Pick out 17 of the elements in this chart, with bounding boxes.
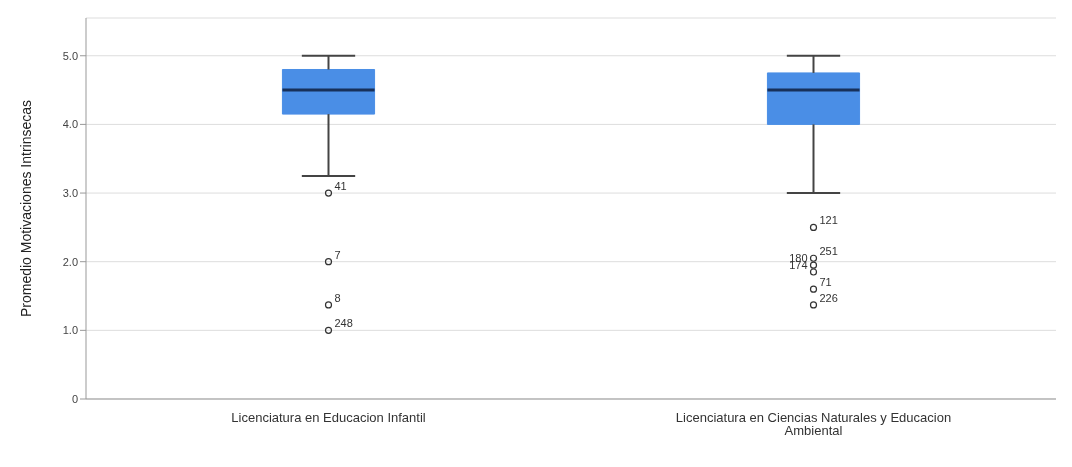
y-tick-label: 5.0 — [62, 49, 78, 62]
annotation: 121 — [819, 214, 838, 227]
y-tick-label: 4.0 — [62, 118, 78, 131]
annotation: 41 — [334, 179, 347, 192]
annotation: 251 — [819, 245, 838, 258]
y-tick-label: 3.0 — [62, 186, 78, 199]
annotation: 7 — [334, 248, 341, 261]
y-tick-label: 2.0 — [62, 255, 78, 268]
y-tick-label: 0 — [71, 392, 78, 405]
y-tick-label: 1.0 — [62, 324, 78, 337]
x-tick-label: Licenciatura en Ciencias Naturales y Educacion Ambiental — [675, 410, 952, 439]
annotation: 226 — [819, 291, 838, 304]
annotation: 248 — [334, 317, 353, 330]
x-tick-label: Licenciatura en Educacion Infantil — [231, 410, 426, 426]
y-axis-title: Promedio Motivaciones Intrinsecas — [17, 99, 34, 318]
annotation: 8 — [334, 291, 341, 304]
annotation: 71 — [819, 276, 832, 289]
